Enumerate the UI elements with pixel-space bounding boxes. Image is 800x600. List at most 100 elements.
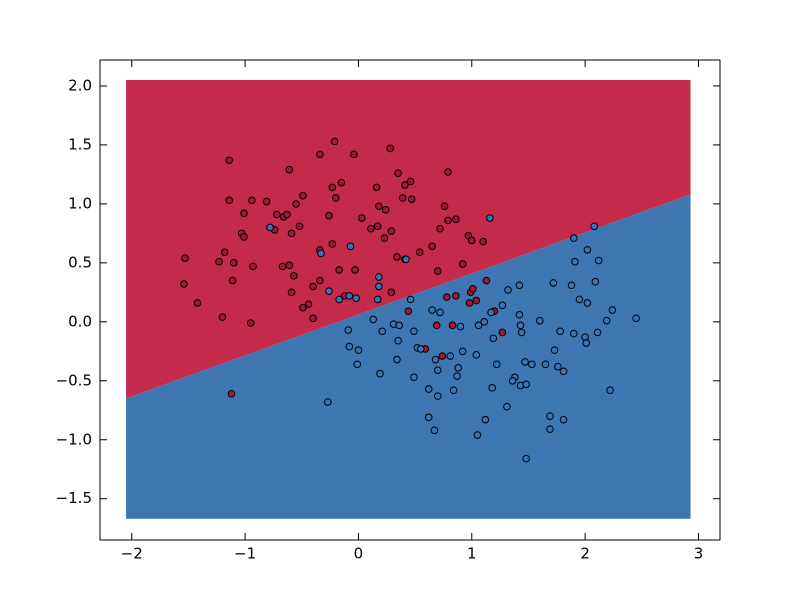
point [432,321,441,330]
point [575,295,584,304]
point [248,196,256,205]
point [218,313,227,321]
point [402,255,410,264]
point [316,150,324,159]
point [554,362,562,371]
point [446,352,455,360]
point [387,227,396,235]
point [492,360,501,369]
point [346,242,355,251]
point [546,425,554,433]
point [508,376,517,385]
point [309,282,317,291]
point [431,355,440,364]
point [337,178,346,187]
point [287,288,296,297]
point [458,347,467,356]
point [404,307,413,316]
point [428,242,436,251]
point [454,364,462,372]
point [433,366,442,374]
point [515,310,524,319]
point [632,314,640,323]
point [386,144,394,153]
point [325,287,333,295]
x-tick-label: −1 [234,545,256,563]
point [369,315,377,324]
point [546,412,554,420]
point [591,277,600,286]
point [515,281,524,290]
point [453,372,461,380]
point [335,295,343,304]
point [467,236,476,245]
point [444,168,452,176]
point [410,373,418,382]
point [335,266,343,274]
point [367,224,375,233]
point [181,254,189,262]
point [583,246,592,254]
point [372,183,381,192]
x-tick-label: 0 [354,545,364,563]
point [472,296,481,305]
point [285,261,294,270]
point [443,293,451,301]
point [225,156,234,165]
point [416,345,425,353]
x-tick-label: −2 [121,545,143,563]
point [401,181,409,189]
point [415,248,424,257]
point [504,286,512,294]
point [180,280,188,288]
point [436,224,444,233]
point [398,194,407,202]
point [193,299,202,307]
point [528,360,536,369]
point [358,214,366,222]
point [452,292,460,300]
point [517,328,526,337]
point [375,273,383,281]
point [582,339,591,347]
point [569,329,578,338]
point [440,202,449,211]
point [567,281,576,290]
point [309,314,317,323]
point [273,210,281,219]
point [480,318,489,326]
x-tick-label: 3 [694,545,704,563]
region-upper [126,80,691,399]
point [373,295,382,304]
point [328,240,337,248]
point [220,248,229,257]
point [240,233,248,241]
point [436,308,444,317]
point [225,196,234,205]
point [393,355,401,364]
y-tick-label: 1.5 [68,135,92,153]
point [249,262,257,271]
point [278,262,287,271]
point [331,194,340,202]
point [410,327,418,336]
point [378,327,387,336]
region-lower [126,194,691,519]
point [458,260,467,268]
point [292,200,300,208]
y-tick-label: −0.5 [56,371,92,389]
axes-frame [99,59,721,541]
point [395,321,404,330]
point [229,259,238,267]
x-tick-label: 2 [580,545,590,563]
y-tick-label: 2.0 [68,76,92,94]
point [317,249,325,258]
point [375,282,383,291]
point [469,284,477,293]
point [594,256,603,265]
point [394,169,402,178]
point [290,272,298,280]
point [287,229,296,238]
point [522,454,530,463]
